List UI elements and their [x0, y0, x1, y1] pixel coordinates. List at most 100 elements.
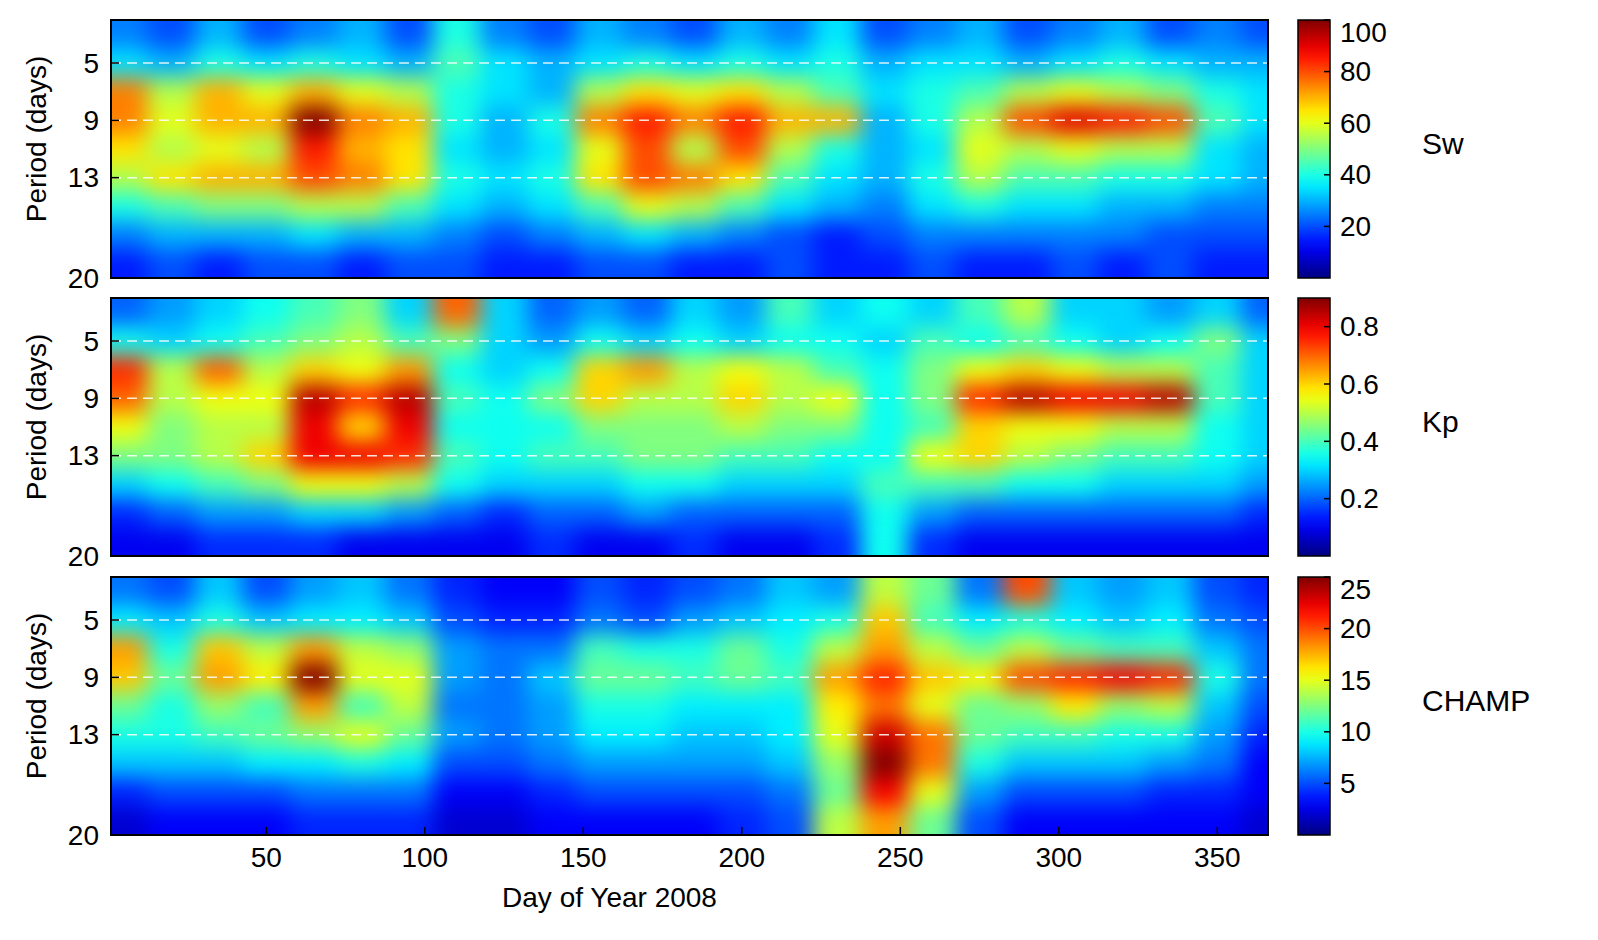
heat-cell	[433, 806, 481, 835]
heat-cell	[111, 135, 148, 164]
heat-cell	[908, 749, 956, 778]
heat-cell	[1051, 778, 1099, 807]
heat-cell	[1146, 749, 1194, 778]
heat-cell	[766, 806, 814, 835]
heat-cell	[718, 634, 766, 663]
heat-cell	[1003, 806, 1051, 835]
heat-cell	[1098, 577, 1146, 606]
heat-cell	[670, 298, 718, 327]
grid-line	[111, 734, 1268, 736]
heat-cell	[623, 135, 671, 164]
heat-cell	[1194, 692, 1242, 721]
colorbar-tick	[1324, 383, 1330, 385]
heat-cell	[766, 249, 814, 278]
heat-cell	[338, 135, 386, 164]
heat-cell	[1051, 221, 1099, 250]
heat-cell	[243, 384, 291, 413]
heat-cell	[623, 192, 671, 221]
heat-cell	[956, 77, 1004, 106]
heat-cell	[433, 499, 481, 528]
heat-cell	[1098, 749, 1146, 778]
heat-cell	[1098, 135, 1146, 164]
heat-cell	[147, 355, 195, 384]
heat-cell	[1051, 77, 1099, 106]
heat-cell	[575, 749, 623, 778]
heat-cell	[243, 441, 291, 470]
heat-cell	[290, 135, 338, 164]
colorbar-tick-label: 5	[1340, 768, 1356, 799]
heat-cell	[1098, 192, 1146, 221]
grid-line	[111, 340, 1268, 342]
heat-cell	[528, 692, 576, 721]
y-tick-label: 9	[83, 105, 99, 136]
heat-cell	[111, 192, 148, 221]
heat-cell	[1194, 527, 1242, 556]
heat-cell	[528, 221, 576, 250]
heat-cell	[670, 249, 718, 278]
heat-cell	[718, 135, 766, 164]
heat-cell	[956, 577, 1004, 606]
heat-cell	[111, 749, 148, 778]
panel-label: Sw	[1422, 127, 1464, 160]
heat-cell	[385, 221, 433, 250]
heat-cell	[480, 221, 528, 250]
heat-cell	[1194, 20, 1242, 49]
heat-cell	[956, 692, 1004, 721]
heat-cell	[243, 192, 291, 221]
heat-cell	[290, 49, 338, 78]
heat-cell	[195, 192, 243, 221]
y-tick	[111, 177, 119, 179]
heat-cell	[385, 298, 433, 327]
heat-cell	[670, 527, 718, 556]
heat-cell	[433, 634, 481, 663]
heat-cell	[195, 249, 243, 278]
heat-cell	[195, 692, 243, 721]
heat-cell	[147, 692, 195, 721]
colorbar-tick-label: 20	[1340, 613, 1371, 644]
heat-cell	[480, 577, 528, 606]
y-tick-label: 5	[83, 326, 99, 357]
heat-cell	[575, 221, 623, 250]
heat-cell	[111, 221, 148, 250]
heat-cell	[623, 249, 671, 278]
heat-cell	[766, 778, 814, 807]
heat-cell	[338, 77, 386, 106]
heat-cell	[861, 577, 909, 606]
heat-cell	[290, 327, 338, 356]
heat-cell	[813, 20, 861, 49]
y-tick	[111, 455, 119, 457]
heat-cell	[1146, 77, 1194, 106]
heat-cell	[195, 298, 243, 327]
heat-cell	[147, 806, 195, 835]
heat-cell	[147, 221, 195, 250]
heat-cell	[1051, 135, 1099, 164]
heat-cell	[956, 298, 1004, 327]
heat-cell	[670, 20, 718, 49]
heat-cell	[766, 470, 814, 499]
heat-cell	[861, 413, 909, 442]
heat-cell	[1146, 413, 1194, 442]
heat-cell	[861, 527, 909, 556]
heat-cell	[480, 499, 528, 528]
heat-cell	[908, 135, 956, 164]
heat-cell	[290, 249, 338, 278]
heat-cell	[813, 806, 861, 835]
heat-cell	[243, 778, 291, 807]
heat-cell	[1051, 413, 1099, 442]
heat-cell	[1194, 806, 1242, 835]
heat-cell	[385, 413, 433, 442]
heat-cell	[670, 806, 718, 835]
colorbar-tick	[1324, 628, 1330, 630]
heat-cell	[1241, 77, 1268, 106]
grid-line	[111, 619, 1268, 621]
x-tick	[424, 827, 426, 835]
heat-cell	[1098, 20, 1146, 49]
heat-cell	[528, 470, 576, 499]
heatmap-cells	[111, 577, 1268, 835]
heat-cell	[1098, 413, 1146, 442]
heat-cell	[385, 192, 433, 221]
heat-cell	[1194, 778, 1242, 807]
heat-cell	[480, 20, 528, 49]
y-tick-label: 13	[68, 719, 99, 750]
grid-line	[111, 455, 1268, 457]
